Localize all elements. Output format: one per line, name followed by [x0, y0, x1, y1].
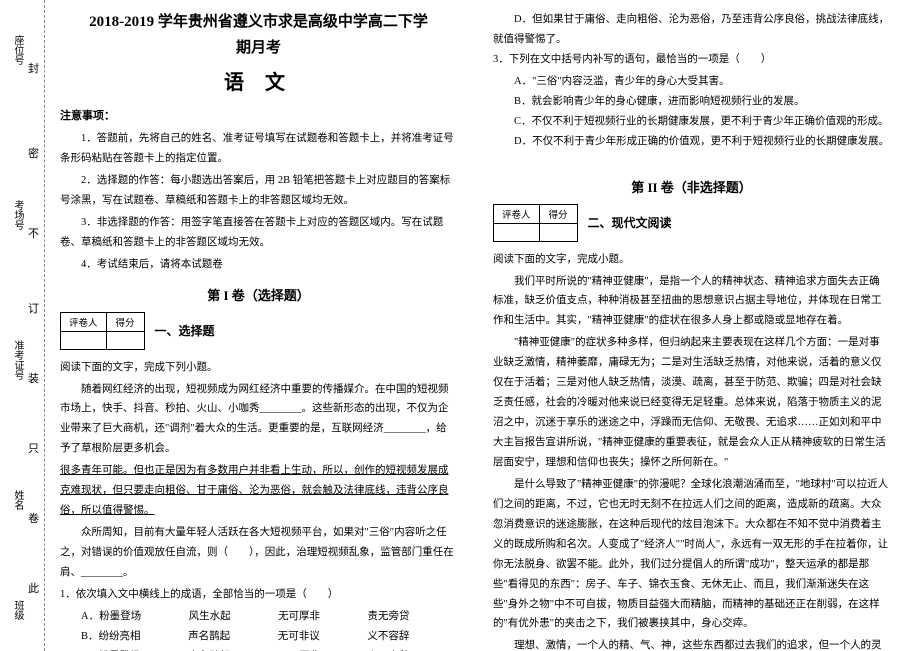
left-column: 2018-2019 学年贵州省遵义市求是高级中学高二下学 期月考 语 文 注意事… [45, 0, 475, 651]
reading-stem: 阅读下面的文字，完成小题。 [493, 250, 890, 270]
reading-para: 我们平时所说的"精神亚健康"，是指一个人的精神状态、精神追求方面失去正确标准，缺… [493, 272, 890, 332]
notice-item: 4．考试结束后，请将本试题卷 [60, 255, 457, 275]
margin-char: 订 [28, 300, 39, 316]
notice-item: 1．答题前，先将自己的姓名、准考证号填写在试题卷和答题卡上，并将准考证号条形码粘… [60, 129, 457, 169]
q3-d: D．不仅不利于青少年形成正确的价值观，更不利于短视频行业的长期健康发展。 [493, 132, 890, 152]
exam-title-1: 2018-2019 学年贵州省遵义市求是高级中学高二下学 [60, 10, 457, 34]
score-h1: 评卷人 [494, 204, 540, 223]
margin-char: 不 [28, 225, 39, 241]
notice-item: 2．选择题的作答：每小题选出答案后，用 2B 铅笔把答题卡上对应题目的答案标号涂… [60, 171, 457, 211]
seat-label: 座位号 [10, 35, 25, 65]
score-table: 评卷人 得分 [60, 312, 145, 350]
margin-char: 装 [28, 370, 39, 386]
margin-char: 卷 [28, 510, 39, 526]
score-cell [494, 223, 540, 241]
passage: 很多青年可能。但也正是因为有多数用户并非看上生动，所以，创作的短视频发展成克难现… [60, 461, 457, 521]
score-cell [61, 331, 107, 349]
margin-char: 只 [28, 440, 39, 456]
subject-title: 语 文 [60, 66, 457, 95]
q-stem: 阅读下面的文字，完成下列小题。 [60, 358, 457, 378]
right-column: D．但如果甘于庸俗、走向粗俗、沦为恶俗，乃至违背公序良俗，挑战法律底线，就值得警… [475, 0, 905, 651]
examid-label: 准考证号 [10, 340, 25, 380]
volume1-title: 第 I 卷（选择题） [60, 285, 457, 304]
passage: 随着网红经济的出现，短视频成为网红经济中重要的传播媒介。在中国的短视频市场上，快… [60, 380, 457, 460]
binding-margin: 封 座位号 密 不 考场号 订 装 准考证号 只 卷 姓名 此 班级 [0, 0, 45, 651]
q2-d: D．但如果甘于庸俗、走向粗俗、沦为恶俗，乃至违背公序良俗，挑战法律底线，就值得警… [493, 10, 890, 50]
score-cell [539, 223, 577, 241]
score-h2: 得分 [539, 204, 577, 223]
notice-heading: 注意事项： [60, 107, 457, 123]
q1-b: B．纷纷亮相声名鹊起无可非议义不容辞 [60, 627, 457, 647]
notice-item: 3．非选择题的作答：用签字笔直接答在答题卡上对应的答题区域内。写在试题卷、草稿纸… [60, 213, 457, 253]
score-h1: 评卷人 [61, 312, 107, 331]
q1-stem: 1．依次填入文中横线上的成语，全部恰当的一项是（ ） [60, 585, 457, 605]
q3-b: B．就会影响青少年的身心健康，进而影响短视频行业的发展。 [493, 92, 890, 112]
q-type-1: 一、选择题 [155, 322, 215, 339]
room-label: 考场号 [10, 200, 25, 230]
reading-para: "精神亚健康"的症状多种多样，但归纳起来主要表现在这样几个方面：一是对事业缺乏激… [493, 333, 890, 473]
margin-char: 此 [28, 580, 39, 596]
volume2-title: 第 II 卷（非选择题） [493, 177, 890, 196]
q3-stem: 3．下列在文中括号内补写的语句，最恰当的一项是（ ） [493, 50, 890, 70]
q1-a: A．粉墨登场风生水起无可厚非责无旁贷 [60, 607, 457, 627]
margin-char: 封 [28, 60, 39, 76]
q1-c: C．粉墨登场声名鹊起无可厚非义不容辞 [60, 647, 457, 651]
reading-para: 理想、激情，一个人的精、气、神，这些东西都过去我们的追求，但一个人的灵魂所系，现… [493, 636, 890, 651]
q-type-2: 二、现代文阅读 [588, 214, 672, 231]
class-label: 班级 [10, 600, 25, 620]
q3-c: C．不仅不利于短视频行业的长期健康发展，更不利于青少年正确价值观的形成。 [493, 112, 890, 132]
exam-title-2: 期月考 [60, 36, 457, 60]
score-block-2: 评卷人 得分 二、现代文阅读 [493, 204, 890, 242]
score-block: 评卷人 得分 一、选择题 [60, 312, 457, 350]
passage: 众所周知，目前有大量年轻人活跃在各大短视频平台，如果对"三俗"内容听之任之，对错… [60, 523, 457, 583]
margin-char: 密 [28, 145, 39, 161]
reading-para: 是什么导致了"精神亚健康"的弥漫呢？全球化浪潮汹涌而至，"地球村"可以拉近人们之… [493, 475, 890, 635]
name-label: 姓名 [10, 490, 25, 510]
q3-a: A．"三俗"内容泛滥，青少年的身心大受其害。 [493, 72, 890, 92]
score-h2: 得分 [106, 312, 144, 331]
score-table: 评卷人 得分 [493, 204, 578, 242]
score-cell [106, 331, 144, 349]
